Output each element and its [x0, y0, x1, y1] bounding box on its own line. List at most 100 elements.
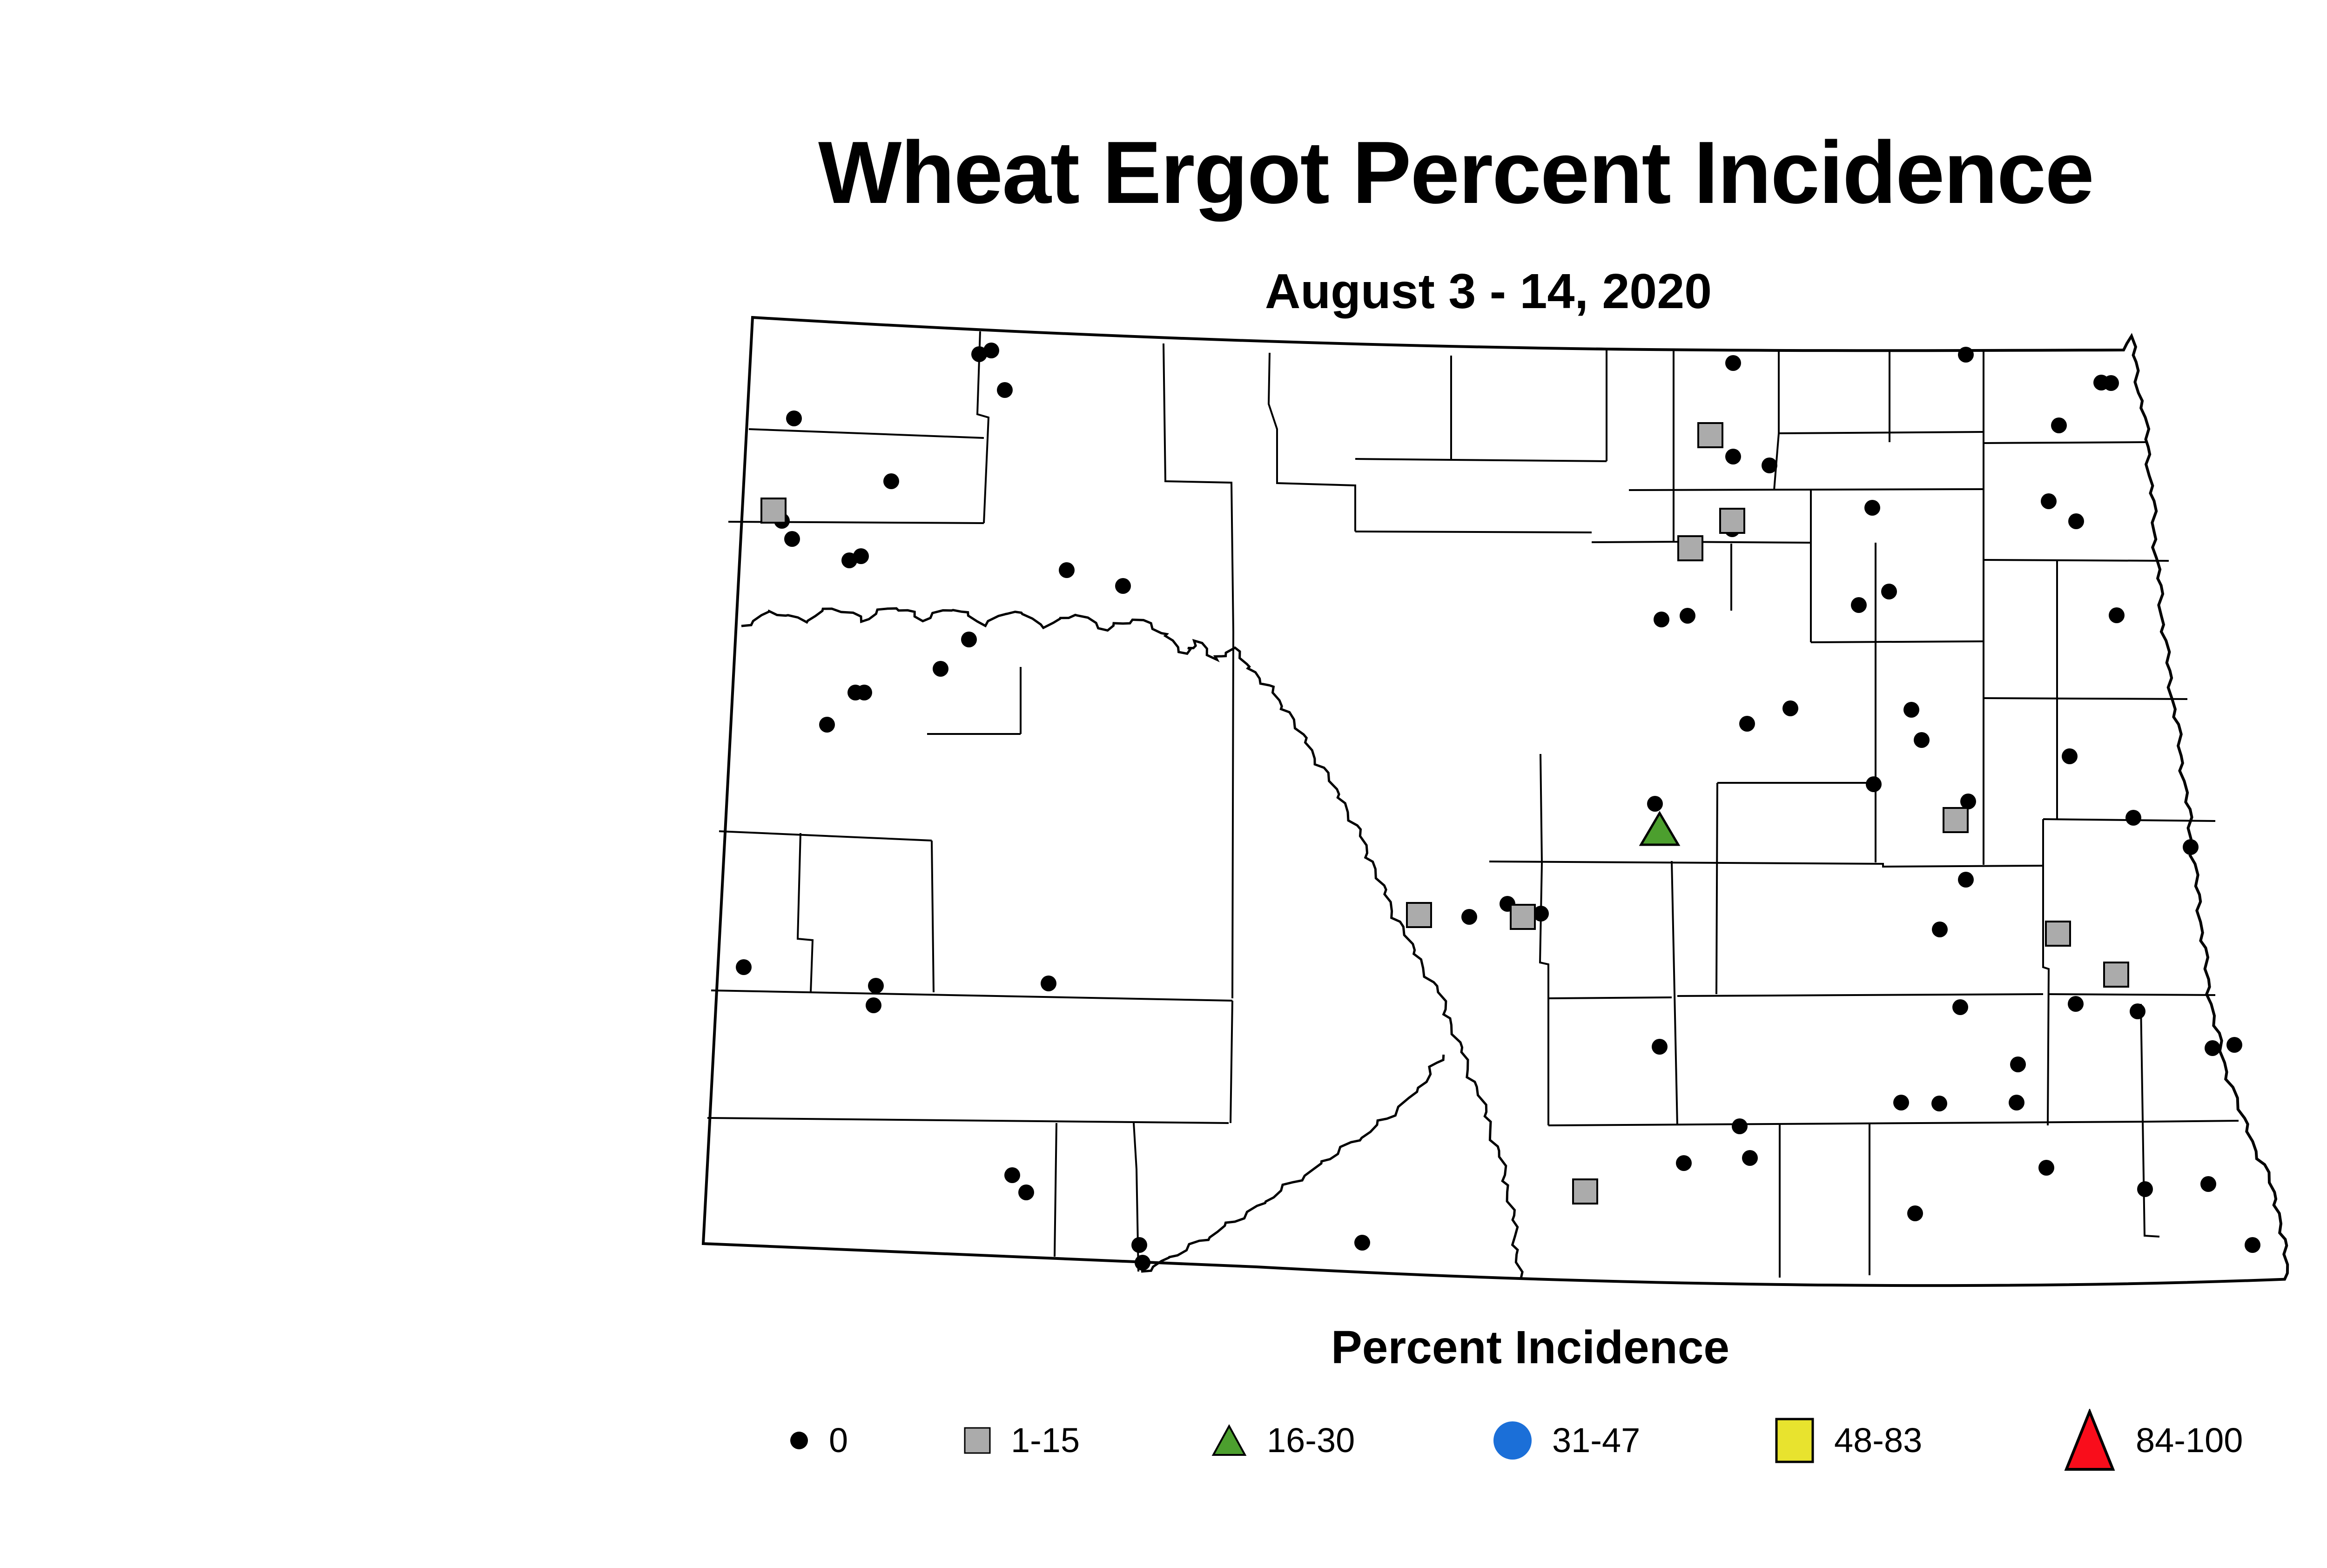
- map-marker-dot: [786, 411, 802, 426]
- legend-item-1-15: 1-15: [963, 1399, 1080, 1482]
- map-line: [748, 428, 984, 439]
- map-marker-dot: [2137, 1181, 2153, 1197]
- map-line: [1677, 993, 2044, 997]
- map-marker-dot: [2041, 493, 2057, 509]
- circle-icon: [1493, 1421, 1532, 1460]
- map-marker-dot: [1059, 562, 1075, 578]
- map-line: [2140, 1003, 2160, 1238]
- legend-item-84-100: 84-100: [2063, 1399, 2243, 1482]
- map-line: [1778, 431, 1984, 434]
- map-marker-dot: [2200, 1176, 2216, 1192]
- map-marker-dot: [933, 661, 948, 677]
- map-marker-dot: [2109, 607, 2125, 623]
- legend-item-0: 0: [789, 1399, 848, 1482]
- map-marker-dot: [2051, 417, 2067, 433]
- map-line: [1163, 343, 1235, 999]
- map-marker-square: [1677, 535, 1703, 561]
- map-line: [1230, 1000, 1233, 1124]
- map-marker-dot: [784, 531, 800, 547]
- map-line: [719, 830, 932, 841]
- map-marker-dot: [1725, 449, 1741, 464]
- map-line: [1671, 861, 1678, 1126]
- map-marker-dot: [1958, 347, 1974, 363]
- north-dakota-county-map: [701, 316, 2289, 1287]
- map-marker-dot: [1131, 1237, 1147, 1253]
- map-marker-dot: [2130, 1003, 2145, 1019]
- legend-label: 16-30: [1267, 1421, 1355, 1460]
- map-marker-dot: [866, 997, 881, 1013]
- cannonball-river-line: [1141, 1054, 1445, 1273]
- map-marker-dot: [1732, 1118, 1748, 1134]
- map-marker-dot: [1932, 922, 1948, 937]
- map-marker-dot: [1762, 458, 1777, 473]
- map-line: [796, 833, 814, 993]
- map-marker-dot: [2226, 1037, 2242, 1053]
- map-marker-square: [1572, 1178, 1598, 1205]
- map-markers: [736, 343, 2260, 1271]
- map-line: [1983, 559, 2169, 562]
- triangle-icon: [2064, 1409, 2115, 1471]
- map-marker-dot: [1866, 776, 1882, 792]
- map-marker-dot: [997, 382, 1013, 398]
- square-icon: [964, 1427, 991, 1454]
- map-marker-dot: [1654, 612, 1669, 627]
- map-line: [1451, 459, 1607, 462]
- map-line: [1054, 1123, 1057, 1257]
- map-marker-square: [1943, 807, 1969, 833]
- map-marker-dot: [1004, 1167, 1020, 1183]
- map-marker-dot: [1907, 1205, 1923, 1221]
- map-marker-square: [760, 498, 787, 524]
- map-marker-dot: [1652, 1039, 1668, 1055]
- map-marker-dot: [1952, 999, 1968, 1015]
- map-marker-dot: [2205, 1040, 2220, 1056]
- map-line: [2042, 819, 2050, 1126]
- map-marker-dot: [868, 978, 884, 994]
- map-marker-dot: [1533, 906, 1549, 922]
- legend-label: 84-100: [2136, 1421, 2243, 1460]
- map-marker-dot: [2068, 996, 2084, 1012]
- triangle-icon: [1211, 1424, 1247, 1456]
- map-line: [1983, 697, 2188, 700]
- map-marker-dot: [1354, 1235, 1370, 1251]
- square-icon: [1775, 1418, 1814, 1463]
- map-marker-dot: [1881, 584, 1897, 599]
- map-marker-dot: [2245, 1237, 2260, 1253]
- map-marker-square: [1510, 904, 1536, 930]
- river-lines: [741, 607, 1524, 1280]
- state-border: [701, 316, 2289, 1287]
- map-marker-square: [1406, 902, 1432, 928]
- map-line: [2146, 1120, 2239, 1123]
- map-line: [1355, 458, 1452, 461]
- page-subtitle: August 3 - 14, 2020: [1264, 264, 1712, 319]
- map-marker-square: [2103, 962, 2129, 988]
- map-marker-dot: [1782, 700, 1798, 716]
- map-marker-dot: [1647, 796, 1663, 812]
- map-marker-square: [1697, 422, 1723, 448]
- legend-label: 48-83: [1834, 1421, 1923, 1460]
- legend-item-31-47: 31-47: [1493, 1399, 1640, 1482]
- map-marker-dot: [971, 346, 987, 362]
- map-line: [711, 989, 1233, 1002]
- map-line: [1715, 782, 1718, 995]
- map-marker-square: [1719, 508, 1745, 534]
- map-marker-dot: [1903, 702, 1919, 718]
- map-marker-dot: [2038, 1160, 2054, 1176]
- legend-label: 0: [829, 1421, 848, 1460]
- map-marker-dot: [819, 717, 835, 733]
- map-marker-dot: [736, 959, 752, 975]
- map-marker-dot: [2183, 839, 2199, 855]
- map-marker-dot: [856, 685, 872, 700]
- map-marker-dot: [2010, 1057, 2026, 1072]
- map-marker-dot: [1676, 1155, 1692, 1171]
- page-title: Wheat Ergot Percent Incidence: [818, 123, 2094, 222]
- map-marker-dot: [1742, 1150, 1758, 1166]
- map-marker-dot: [983, 343, 999, 358]
- map-marker-dot: [2062, 748, 2078, 764]
- map-marker-dot: [853, 548, 869, 564]
- legend-label: 1-15: [1011, 1421, 1080, 1460]
- map-marker-dot: [1739, 716, 1755, 732]
- map-marker-dot: [1115, 578, 1131, 594]
- map-line: [1489, 861, 2044, 868]
- map-marker-dot: [1914, 732, 1930, 748]
